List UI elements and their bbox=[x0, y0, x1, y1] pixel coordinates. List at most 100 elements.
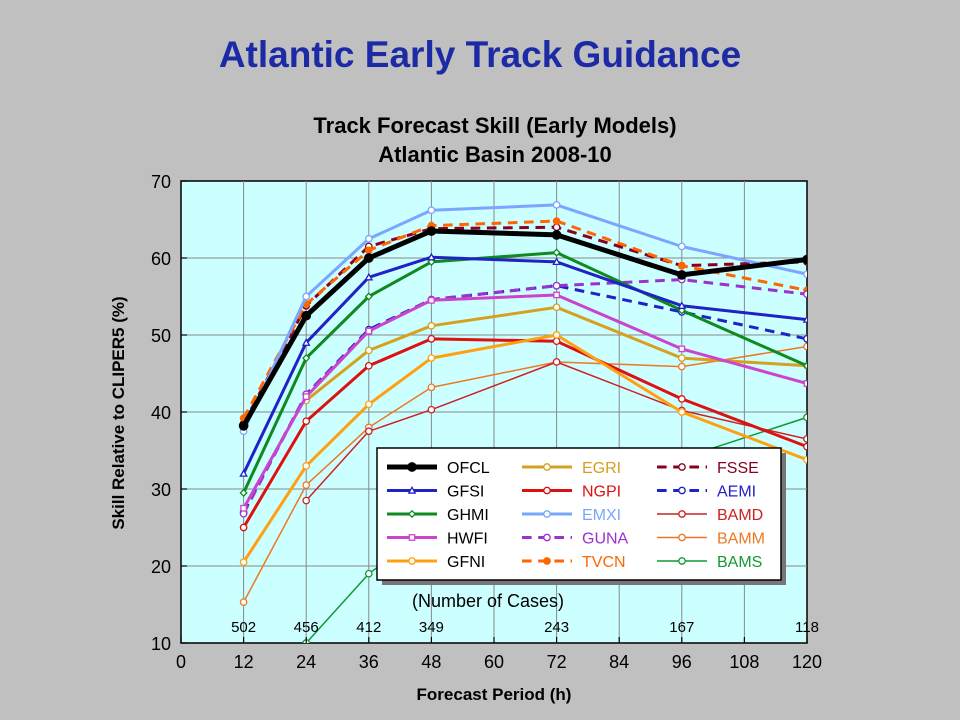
legend-marker-gfsi bbox=[407, 485, 417, 494]
legend-label-tvcn: TVCN bbox=[582, 554, 626, 571]
point-gfni-72 bbox=[552, 331, 561, 339]
point-bamm-48 bbox=[427, 383, 436, 392]
x-tick-label: 36 bbox=[359, 652, 379, 672]
legend-item-ofcl: OFCL bbox=[387, 460, 490, 477]
legend-item-bamd: BAMD bbox=[657, 507, 763, 524]
x-tick-label: 108 bbox=[729, 652, 759, 672]
y-axis-label: Skill Relative to CLIPER5 (%) bbox=[109, 296, 128, 529]
series-ngpi bbox=[239, 334, 807, 532]
legend-label-ngpi: NGPI bbox=[582, 484, 621, 501]
point-ngpi-36 bbox=[364, 361, 373, 370]
legend-item-tvcn: TVCN bbox=[522, 554, 626, 571]
y-tick-label: 10 bbox=[151, 634, 171, 654]
case-count-24: 456 bbox=[294, 619, 319, 636]
legend-item-hwfi: HWFI bbox=[387, 531, 488, 548]
point-ngpi-48 bbox=[427, 334, 436, 343]
point-hwfi-48 bbox=[428, 296, 435, 304]
point-gfni-24 bbox=[302, 462, 311, 470]
point-fsse-72 bbox=[552, 223, 561, 232]
point-ofcl-12 bbox=[238, 421, 249, 431]
slide-title: Atlantic Early Track Guidance bbox=[218, 34, 742, 75]
y-tick-label: 40 bbox=[151, 403, 171, 423]
point-gfsi-48 bbox=[427, 252, 436, 261]
series-gfni bbox=[239, 331, 807, 567]
legend-item-fsse: FSSE bbox=[657, 460, 759, 477]
x-tick-label: 48 bbox=[421, 652, 441, 672]
point-tvcn-36 bbox=[364, 246, 373, 255]
y-tick-label: 60 bbox=[151, 249, 171, 269]
series-hwfi bbox=[240, 291, 807, 512]
point-ngpi-24 bbox=[302, 417, 311, 426]
legend-item-emxi: EMXI bbox=[522, 507, 621, 524]
legend-marker-ghmi bbox=[407, 509, 417, 519]
point-gfsi-96 bbox=[677, 301, 687, 309]
point-gfni-36 bbox=[364, 400, 373, 409]
series-bamm bbox=[239, 342, 807, 607]
point-egri-48 bbox=[427, 321, 436, 330]
legend-marker-egri bbox=[543, 463, 551, 471]
point-guna-72 bbox=[552, 281, 561, 290]
point-hwfi-24 bbox=[302, 393, 310, 400]
legend-label-hwfi: HWFI bbox=[447, 531, 488, 548]
chart-subtitle: Atlantic Basin 2008-10 bbox=[378, 142, 612, 167]
point-egri-96 bbox=[677, 354, 686, 362]
x-tick-label: 72 bbox=[547, 652, 567, 672]
point-bams-36 bbox=[364, 569, 373, 578]
point-bamm-12 bbox=[239, 598, 248, 607]
legend-item-ngpi: NGPI bbox=[522, 484, 621, 501]
point-bamm-120 bbox=[803, 342, 807, 351]
point-hwfi-36 bbox=[365, 327, 373, 335]
point-emxi-120 bbox=[803, 270, 807, 279]
legend-label-ghmi: GHMI bbox=[447, 507, 489, 524]
series-egri bbox=[302, 303, 807, 405]
legend-label-gfsi: GFSI bbox=[447, 484, 484, 501]
case-count-12: 502 bbox=[231, 619, 256, 636]
legend-item-guna: GUNA bbox=[522, 531, 629, 548]
point-ghmi-72 bbox=[552, 248, 561, 257]
point-aemi-120 bbox=[803, 335, 807, 343]
point-ghmi-96 bbox=[677, 306, 686, 315]
point-gfni-120 bbox=[803, 455, 807, 464]
point-ghmi-36 bbox=[364, 292, 373, 301]
case-count-72: 243 bbox=[544, 619, 569, 636]
point-ngpi-72 bbox=[552, 337, 561, 346]
point-bamd-120 bbox=[803, 435, 807, 443]
legend-marker-ofcl bbox=[407, 462, 417, 472]
point-hwfi-12 bbox=[240, 504, 247, 512]
series-ghmi bbox=[239, 248, 807, 497]
point-ghmi-120 bbox=[802, 361, 807, 370]
legend-marker-gfni bbox=[408, 557, 416, 565]
point-emxi-48 bbox=[427, 206, 436, 215]
legend-marker-guna bbox=[543, 533, 551, 542]
point-bamd-72 bbox=[552, 358, 561, 366]
legend-item-gfsi: GFSI bbox=[387, 484, 484, 501]
point-egri-36 bbox=[364, 346, 373, 355]
x-axis-label: Forecast Period (h) bbox=[417, 685, 572, 704]
cases-layer: 502 456 412 349 243 167 118 bbox=[231, 619, 819, 636]
point-tvcn-96 bbox=[677, 261, 686, 270]
point-ngpi-120 bbox=[803, 442, 807, 451]
legend-item-egri: EGRI bbox=[522, 460, 621, 477]
legend: OFCL GFSI GHMI HWFI GFNI EGRI NGPI EMXI GUNA TVCN… bbox=[376, 447, 786, 585]
case-count-36: 412 bbox=[356, 619, 381, 636]
point-bamm-96 bbox=[677, 362, 686, 371]
y-tick-label: 50 bbox=[151, 326, 171, 346]
legend-marker-ngpi bbox=[543, 486, 551, 495]
point-hwfi-120 bbox=[803, 380, 807, 387]
legend-label-bamd: BAMD bbox=[717, 507, 763, 524]
point-ngpi-12 bbox=[239, 523, 248, 532]
legend-item-aemi: AEMI bbox=[657, 484, 756, 501]
series-ofcl bbox=[238, 226, 807, 431]
legend-label-fsse: FSSE bbox=[717, 460, 759, 477]
legend-item-bamm: BAMM bbox=[657, 531, 765, 548]
point-ghmi-12 bbox=[239, 488, 248, 497]
point-gfsi-12 bbox=[239, 469, 248, 477]
legend-label-emxi: EMXI bbox=[582, 507, 621, 524]
point-ofcl-36 bbox=[363, 253, 374, 263]
case-count-96: 167 bbox=[669, 619, 694, 636]
cases-label: (Number of Cases) bbox=[412, 591, 564, 611]
point-bamd-36 bbox=[364, 427, 373, 436]
legend-label-guna: GUNA bbox=[582, 531, 629, 548]
legend-marker-aemi bbox=[678, 486, 686, 495]
x-tick-label: 0 bbox=[176, 652, 186, 672]
